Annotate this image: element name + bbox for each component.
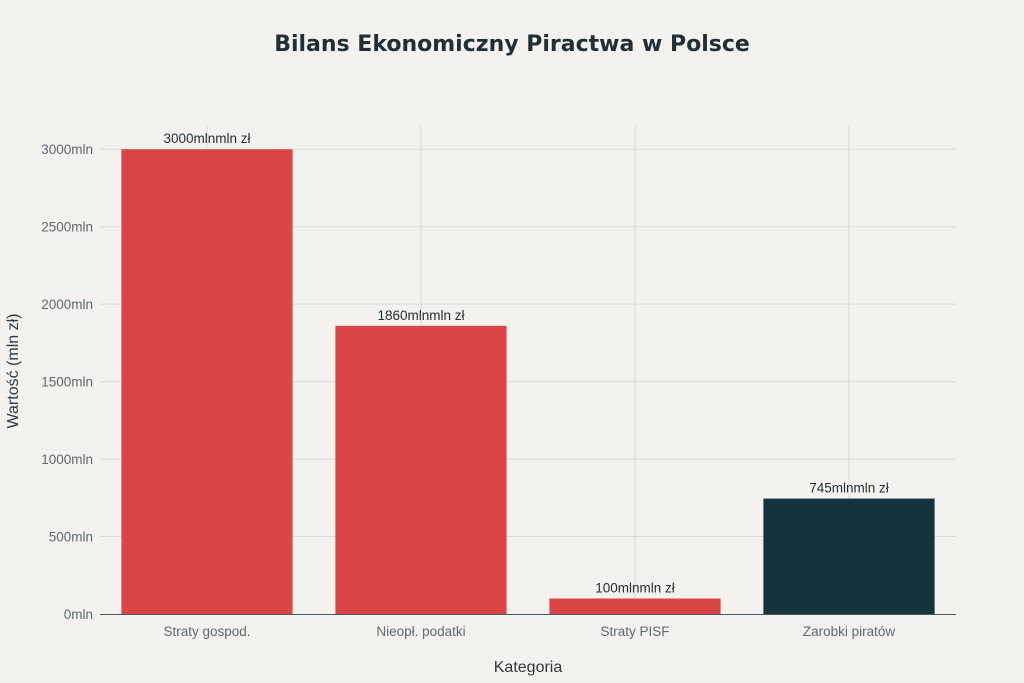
x-axis-ticks: Straty gospod. Nieopł. podatki Straty PISF… — [163, 624, 895, 639]
data-label: 1860mlnmln zł — [377, 308, 464, 323]
y-tick-label: 1000mln — [41, 452, 93, 467]
x-tick-label: Straty gospod. — [163, 624, 250, 639]
y-axis-title: Wartość (mln zł) — [5, 314, 22, 429]
x-tick-label: Nieopł. podatki — [376, 624, 465, 639]
bar — [549, 598, 721, 614]
bar — [121, 149, 293, 614]
data-label: 745mlnmln zł — [809, 481, 889, 496]
y-tick-label: 2000mln — [41, 297, 93, 312]
bar-layer — [121, 149, 935, 614]
x-axis-title: Kategoria — [494, 659, 563, 676]
y-axis-ticks: 0mln 500mln 1000mln 1500mln 2000mln 2500mln 30… — [41, 142, 93, 622]
bar — [335, 325, 507, 614]
chart-title: Bilans Ekonomiczny Piractwa w Polsce — [274, 32, 750, 57]
x-tick-label: Zarobki piratów — [803, 624, 896, 639]
y-tick-label: 500mln — [49, 530, 93, 545]
data-label-layer: 3000mlnmln zł 1860mlnmln zł 100mlnmln zł 74… — [163, 131, 888, 595]
y-tick-label: 2500mln — [41, 220, 93, 235]
data-label: 3000mlnmln zł — [163, 131, 250, 146]
x-tick-label: Straty PISF — [600, 624, 669, 639]
y-tick-label: 0mln — [64, 607, 93, 622]
data-label: 100mlnmln zł — [595, 581, 675, 596]
bar — [763, 498, 935, 614]
y-tick-label: 3000mln — [41, 142, 93, 157]
y-tick-label: 1500mln — [41, 375, 93, 390]
